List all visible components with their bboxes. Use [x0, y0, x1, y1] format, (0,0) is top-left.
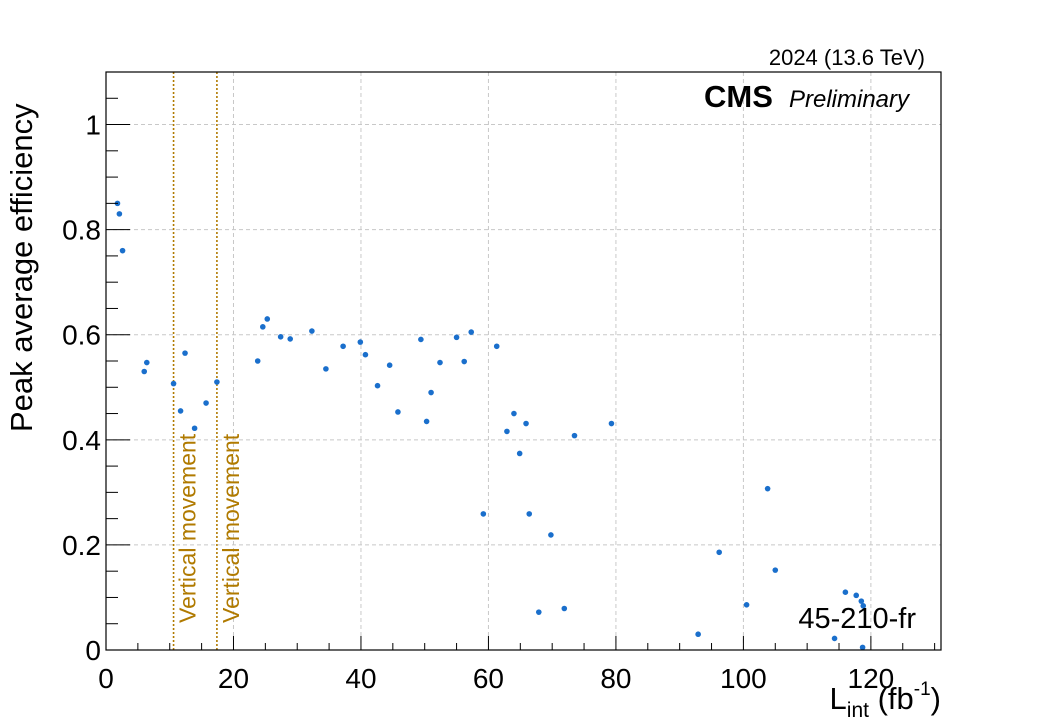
- x-tick-label: 20: [218, 663, 249, 694]
- data-point: [772, 567, 779, 573]
- data-point: [511, 410, 517, 417]
- x-tick-label: 60: [473, 663, 504, 694]
- x-tick-label: 120: [848, 663, 895, 694]
- y-tick-label: 0.8: [62, 215, 101, 246]
- x-tick-label: 0: [98, 663, 114, 694]
- data-point: [571, 432, 578, 439]
- data-point: [177, 408, 184, 414]
- energy-label: 2024 (13.6 TeV): [769, 45, 925, 70]
- grid: [106, 72, 941, 650]
- data-point: [287, 336, 294, 342]
- y-tick-label: 0.4: [62, 425, 101, 456]
- x-axis-title-sub: int: [847, 699, 869, 722]
- x-axis-title-unit: (fb: [869, 681, 914, 716]
- data-point: [842, 589, 849, 595]
- preliminary-label: Preliminary: [789, 86, 911, 113]
- data-point: [357, 339, 364, 345]
- data-point: [831, 635, 838, 642]
- data-point: [504, 428, 510, 435]
- data-point: [461, 358, 468, 365]
- data-point: [523, 420, 529, 427]
- data-point: [395, 409, 401, 415]
- data-point: [260, 324, 266, 330]
- data-point: [858, 598, 865, 604]
- y-tick-label: 0.6: [62, 320, 101, 351]
- data-point: [548, 532, 554, 538]
- data-point: [143, 359, 150, 366]
- data-point: [608, 420, 615, 427]
- x-axis-title-base: L: [830, 681, 847, 716]
- data-point: [764, 485, 771, 492]
- data-point: [853, 592, 860, 599]
- tick-labels: 0 20 40 60 80 100 120 0 0.2 0.4 0.6 0.8 1: [62, 110, 894, 694]
- vertical-movement-label: Vertical movement: [218, 433, 244, 623]
- x-axis-title-sup: -1: [914, 679, 931, 700]
- data-point: [362, 351, 369, 358]
- data-point: [480, 511, 487, 517]
- data-point: [423, 418, 430, 425]
- data-point: [860, 603, 867, 609]
- x-tick-label: 40: [345, 663, 376, 694]
- data-point: [468, 329, 475, 335]
- data-point: [277, 334, 284, 340]
- data-point: [214, 379, 220, 385]
- data-point: [516, 450, 523, 457]
- data-point: [116, 211, 123, 217]
- data-point: [743, 602, 750, 608]
- data-point: [374, 382, 381, 389]
- x-tick-label: 80: [600, 663, 631, 694]
- data-point: [535, 609, 542, 615]
- sector-label: 45-210-fr: [798, 603, 916, 635]
- vertical-movement-markers: Vertical movement Vertical movement: [172, 72, 244, 650]
- data-point: [309, 328, 315, 334]
- x-tick-label: 100: [720, 663, 767, 694]
- data-point: [493, 343, 500, 350]
- data-point: [119, 247, 126, 254]
- data-point: [254, 358, 261, 364]
- data-point: [386, 362, 393, 369]
- x-axis-title: Lint (fb-1): [830, 679, 941, 722]
- data-point: [695, 631, 701, 638]
- data-point: [141, 368, 148, 375]
- data-point: [418, 336, 424, 343]
- data-point: [716, 549, 722, 556]
- y-tick-label: 0: [85, 635, 101, 666]
- cms-label: CMS: [704, 79, 773, 114]
- x-axis-title-close: ): [931, 681, 941, 716]
- data-point: [203, 400, 209, 406]
- y-tick-label: 1: [85, 110, 101, 141]
- data-point: [428, 389, 434, 396]
- data-point: [191, 425, 198, 432]
- data-point: [526, 511, 533, 517]
- data-point: [264, 316, 271, 322]
- vertical-movement-label: Vertical movement: [175, 433, 201, 623]
- data-point: [453, 334, 460, 341]
- data-points: [114, 200, 867, 651]
- data-point: [170, 380, 177, 387]
- data-point: [437, 359, 443, 366]
- data-point: [561, 605, 568, 612]
- data-point: [340, 343, 346, 350]
- data-point: [859, 644, 866, 651]
- y-axis-title: Peak average efficiency: [4, 103, 39, 432]
- y-tick-label: 0.2: [62, 530, 101, 561]
- data-point: [323, 366, 329, 372]
- data-point: [182, 350, 188, 356]
- axis-ticks: [105, 71, 936, 651]
